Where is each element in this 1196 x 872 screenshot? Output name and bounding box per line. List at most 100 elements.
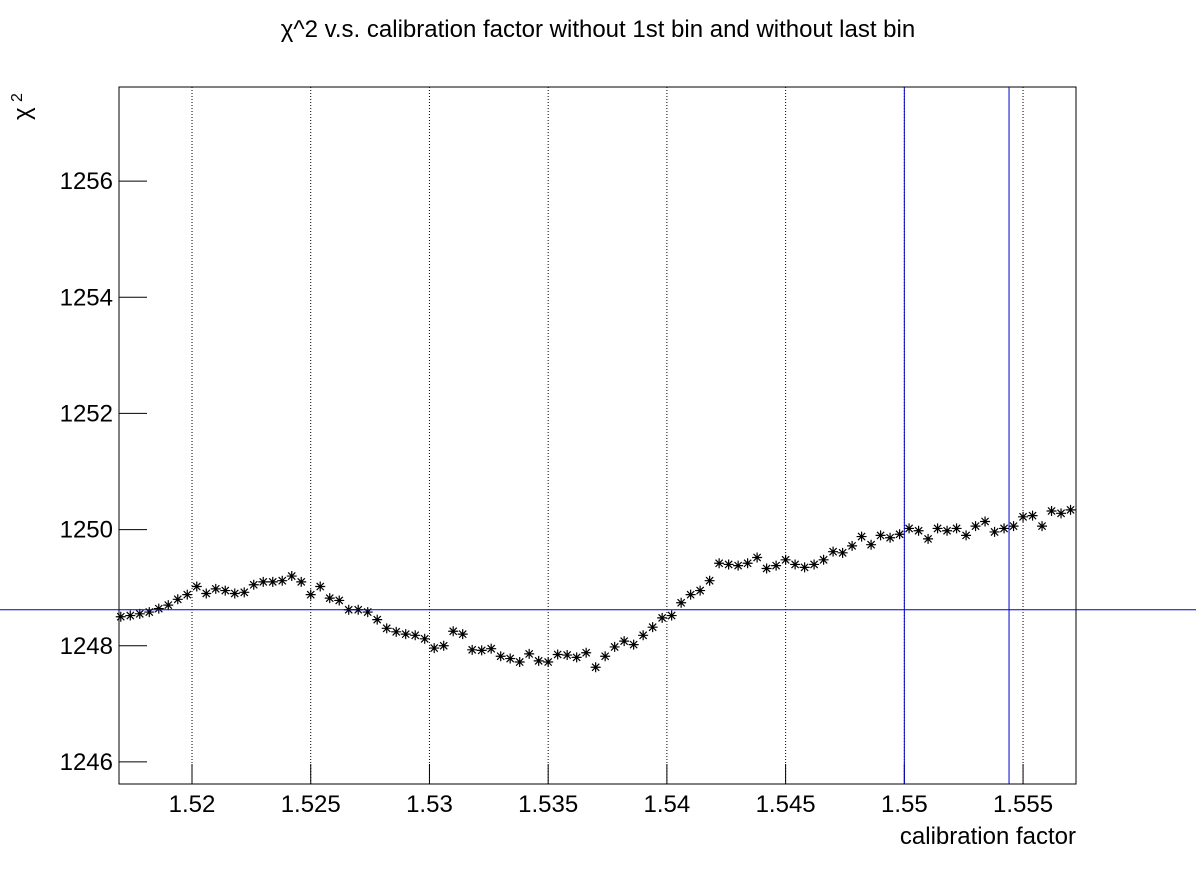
y-tick-label: 1246 [60, 749, 113, 776]
y-tick-label: 1250 [60, 517, 113, 544]
marker [286, 571, 297, 582]
marker [1018, 511, 1029, 522]
marker [628, 639, 639, 650]
marker [134, 608, 145, 619]
x-tick-label: 1.525 [281, 791, 341, 818]
marker [391, 626, 402, 637]
marker [913, 525, 924, 536]
marker [970, 521, 981, 532]
marker [334, 595, 345, 606]
marker [904, 523, 915, 534]
marker [647, 622, 658, 633]
marker [543, 657, 554, 668]
marker [296, 576, 307, 587]
marker [201, 588, 212, 599]
marker [999, 523, 1010, 534]
marker [400, 629, 411, 640]
marker [818, 554, 829, 565]
marker [552, 649, 563, 660]
marker [505, 653, 516, 664]
marker [305, 589, 316, 600]
marker [581, 647, 592, 658]
marker [989, 526, 1000, 537]
marker [248, 579, 259, 590]
marker [448, 626, 459, 637]
marker [495, 651, 506, 662]
marker [951, 523, 962, 534]
x-tick-label: 1.535 [518, 791, 578, 818]
x-tick-label: 1.55 [881, 791, 928, 818]
marker [514, 657, 525, 668]
marker [562, 650, 573, 661]
marker [923, 533, 934, 544]
marker [685, 589, 696, 600]
marker [220, 585, 231, 596]
marker [657, 612, 668, 623]
marker [1037, 521, 1048, 532]
plot-frame [118, 86, 1077, 785]
marker [172, 594, 183, 605]
marker [666, 610, 677, 621]
marker [1008, 521, 1019, 532]
marker [590, 662, 601, 673]
marker [571, 652, 582, 663]
marker [723, 559, 734, 570]
marker [894, 529, 905, 540]
y-tick-label: 1256 [60, 168, 113, 195]
marker [1065, 504, 1076, 515]
y-label-sup: 2 [9, 93, 26, 102]
marker [362, 607, 373, 618]
marker [866, 539, 877, 550]
marker [115, 611, 126, 622]
marker [315, 581, 326, 592]
marker [828, 546, 839, 557]
y-tick-label: 1252 [60, 400, 113, 427]
marker [809, 559, 820, 570]
x-axis-label: calibration factor [900, 823, 1076, 850]
marker [932, 523, 943, 534]
marker [258, 576, 269, 587]
marker [182, 589, 193, 600]
marker [324, 593, 335, 604]
x-tick-label: 1.545 [756, 791, 816, 818]
marker [533, 655, 544, 666]
marker [761, 563, 772, 574]
marker [714, 558, 725, 569]
marker [837, 547, 848, 558]
marker [638, 630, 649, 641]
marker [381, 623, 392, 634]
marker [144, 607, 155, 618]
marker [609, 641, 620, 652]
marker [961, 530, 972, 541]
marker [210, 583, 221, 594]
marker [419, 633, 430, 644]
x-tick-label: 1.53 [406, 791, 453, 818]
y-axis-label: χ 2 [9, 93, 36, 120]
x-tick-label: 1.52 [169, 791, 216, 818]
marker [410, 630, 421, 641]
chart-title: χ^2 v.s. calibration factor without 1st … [281, 16, 915, 43]
marker [524, 648, 535, 659]
marker [885, 532, 896, 543]
x-tick-label: 1.555 [993, 791, 1053, 818]
marker [1046, 506, 1057, 517]
marker [372, 614, 383, 625]
marker [239, 587, 250, 598]
marker [875, 530, 886, 541]
marker [429, 643, 440, 654]
marker [1056, 508, 1067, 519]
marker [486, 643, 497, 654]
marker [847, 540, 858, 551]
y-tick-label: 1254 [60, 284, 113, 311]
marker [676, 597, 687, 608]
marker [163, 600, 174, 611]
marker [600, 651, 611, 662]
marker [457, 629, 468, 640]
y-tick-label: 1248 [60, 633, 113, 660]
marker [153, 603, 164, 614]
marker [619, 636, 630, 647]
marker [733, 560, 744, 571]
marker [125, 610, 136, 621]
